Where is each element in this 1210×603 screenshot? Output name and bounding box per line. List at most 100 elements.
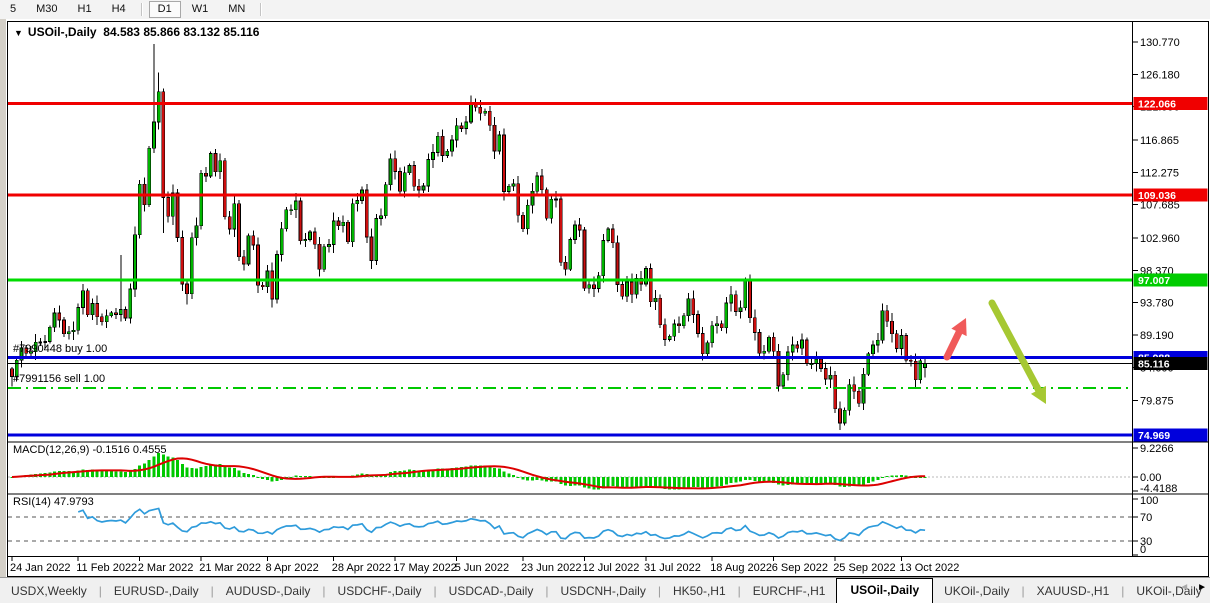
candle-body bbox=[601, 240, 606, 277]
tab-usdx-weekly[interactable]: USDX,Weekly bbox=[11, 584, 87, 598]
macd-histogram-bar bbox=[412, 469, 416, 477]
timeframe-button-m30[interactable]: M30 bbox=[36, 3, 58, 15]
candle-body bbox=[847, 384, 852, 411]
macd-histogram-bar bbox=[781, 477, 785, 486]
timeframe-button-5[interactable]: 5 bbox=[10, 3, 17, 15]
date-tick-label: 5 Jun 2022 bbox=[455, 562, 509, 574]
candle-body bbox=[303, 239, 308, 242]
macd-histogram-bar bbox=[303, 476, 307, 478]
candle-body bbox=[606, 228, 610, 241]
price-badge-label: 122.066 bbox=[1138, 98, 1176, 110]
timeframe-toolbar: 5 M30 H1 H4 D1 W1 MN bbox=[0, 0, 1210, 19]
bullish-arrow[interactable] bbox=[943, 318, 967, 361]
macd-histogram-bar bbox=[493, 467, 497, 477]
macd-histogram-bar bbox=[772, 477, 776, 484]
macd-histogram-bar bbox=[819, 477, 823, 484]
tab-usoil-daily[interactable]: USOil-,Daily bbox=[836, 578, 934, 603]
price-tick-label: 102.960 bbox=[1140, 233, 1180, 245]
tab-audusd-daily[interactable]: AUDUSD-,Daily bbox=[225, 584, 311, 598]
macd-histogram-bar bbox=[502, 471, 506, 477]
macd-histogram-bar bbox=[620, 477, 624, 488]
macd-histogram-bar bbox=[857, 477, 861, 487]
macd-histogram-bar bbox=[634, 477, 638, 488]
macd-histogram-bar bbox=[213, 464, 217, 477]
macd-histogram-bar bbox=[242, 473, 246, 477]
macd-histogram-bar bbox=[62, 471, 66, 477]
timeframe-button-d1[interactable]: D1 bbox=[148, 1, 181, 18]
candle-body bbox=[232, 203, 237, 230]
date-tick-label: 8 Apr 2022 bbox=[265, 562, 318, 574]
candle-body bbox=[923, 363, 927, 368]
candle-body bbox=[52, 312, 57, 328]
candle-body bbox=[800, 339, 804, 349]
candle-body bbox=[487, 110, 492, 126]
candle-body bbox=[374, 218, 379, 261]
macd-histogram-bar bbox=[918, 477, 922, 478]
tab-scroll-right-icon[interactable]: ► bbox=[1197, 582, 1207, 593]
candle-body bbox=[114, 312, 118, 315]
tab-ukoil-daily[interactable]: UKOil-,Daily bbox=[944, 584, 1010, 598]
tab-usdchf-daily[interactable]: USDCHF-,Daily bbox=[337, 584, 422, 598]
price-badge-label: 109.036 bbox=[1138, 190, 1176, 202]
candle-body bbox=[478, 106, 483, 114]
macd-histogram-bar bbox=[668, 477, 672, 490]
candle-body bbox=[85, 290, 90, 316]
candle-body bbox=[440, 135, 445, 156]
candle-body bbox=[890, 320, 894, 335]
macd-histogram-bar bbox=[630, 477, 634, 488]
macd-histogram-bar bbox=[696, 477, 700, 488]
candle-body bbox=[133, 234, 137, 290]
macd-histogram-bar bbox=[814, 477, 818, 484]
macd-histogram-bar bbox=[767, 477, 771, 483]
candle-body bbox=[733, 294, 738, 312]
bearish-arrow[interactable] bbox=[988, 299, 1046, 404]
timeframe-button-h4[interactable]: H4 bbox=[111, 3, 126, 15]
chart-tab-bar: USDX,Weekly | EURUSD-,Daily | AUDUSD-,Daily |… bbox=[0, 577, 1210, 603]
tab-hk50-h1[interactable]: HK50-,H1 bbox=[672, 584, 726, 598]
macd-histogram-bar bbox=[535, 477, 539, 481]
candle-body bbox=[705, 342, 710, 355]
macd-histogram-bar bbox=[663, 477, 667, 489]
tab-usdcad-daily[interactable]: USDCAD-,Daily bbox=[448, 584, 534, 598]
candle-body bbox=[563, 261, 568, 270]
candle-body bbox=[625, 281, 629, 297]
candle-body bbox=[464, 121, 469, 129]
macd-histogram-bar bbox=[625, 477, 629, 488]
candle-body bbox=[658, 297, 662, 325]
candle-body bbox=[393, 158, 398, 172]
tab-eurusd-daily[interactable]: EURUSD-,Daily bbox=[113, 584, 199, 598]
timeframe-button-mn[interactable]: MN bbox=[228, 3, 246, 15]
macd-histogram-bar bbox=[687, 477, 691, 488]
macd-histogram-bar bbox=[672, 477, 676, 490]
macd-histogram-bar bbox=[890, 475, 894, 477]
tab-usdcnh-daily[interactable]: USDCNH-,Daily bbox=[560, 584, 646, 598]
macd-histogram-bar bbox=[445, 468, 449, 477]
timeframe-button-h1[interactable]: H1 bbox=[77, 3, 92, 15]
candle-body bbox=[426, 159, 431, 187]
chart-dropdown-icon[interactable]: ▼ bbox=[14, 28, 23, 38]
candle-body bbox=[894, 333, 899, 349]
timeframe-button-w1[interactable]: W1 bbox=[191, 3, 209, 15]
macd-histogram-bar bbox=[800, 477, 804, 484]
macd-histogram-bar bbox=[195, 468, 199, 477]
tab-eurchf-h1[interactable]: EURCHF-,H1 bbox=[752, 584, 826, 598]
macd-histogram-bar bbox=[256, 477, 260, 478]
macd-histogram-bar bbox=[507, 473, 511, 477]
tab-separator: | bbox=[1021, 584, 1025, 598]
date-tick-label: 24 Jan 2022 bbox=[10, 562, 71, 574]
candle-body bbox=[383, 184, 388, 216]
macd-histogram-bar bbox=[474, 465, 478, 477]
macd-histogram-bar bbox=[677, 477, 681, 490]
macd-histogram-bar bbox=[653, 477, 657, 487]
tab-ukoil-daily[interactable]: UKOil-,Daily bbox=[1136, 584, 1202, 598]
price-tick-label: 79.875 bbox=[1140, 396, 1174, 408]
macd-histogram-bar bbox=[710, 477, 714, 488]
candle-body bbox=[838, 408, 842, 424]
tab-xauusd-h1[interactable]: XAUUSD-,H1 bbox=[1036, 584, 1110, 598]
candle-body bbox=[260, 285, 265, 288]
tab-scroll-left-icon[interactable]: ◄ bbox=[1179, 582, 1190, 593]
price-tick-label: 107.685 bbox=[1140, 200, 1180, 212]
candle-body bbox=[161, 91, 166, 198]
candle-body bbox=[57, 312, 62, 321]
